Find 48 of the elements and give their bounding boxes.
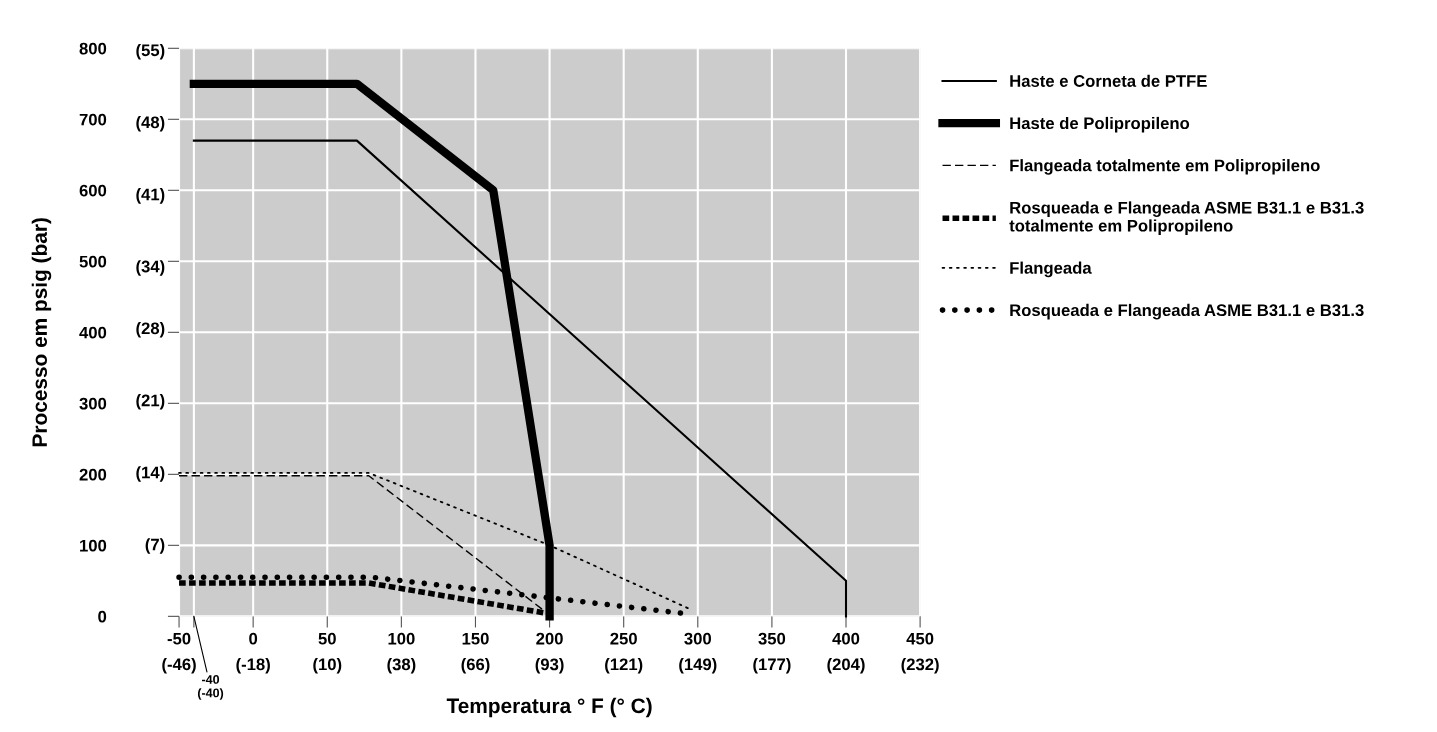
y2-tick-label: (7) — [145, 538, 165, 554]
y2-tick-label: (28) — [136, 321, 165, 338]
x2-tick-label: (10) — [313, 658, 342, 674]
legend-label: Flangeada — [1010, 261, 1092, 278]
y2-tick-label: (48) — [136, 116, 165, 132]
x2-tick-label: (232) — [901, 658, 939, 674]
legend-label: Haste e Corneta de PTFE — [1010, 74, 1207, 87]
legend-label: Rosqueada e Flangeada ASME B31.1 e B31.3 totalmente em Polipropileno — [1009, 201, 1364, 235]
y2-tick-label: (34) — [136, 260, 165, 276]
text: -40 (-40) — [197, 675, 224, 700]
x-tick-label: -50 — [167, 632, 191, 645]
x2-tick-label: (121) — [605, 658, 643, 674]
y-tick-label: 600 — [79, 184, 107, 197]
x2-tick-label: (38) — [387, 658, 416, 674]
x-tick-label: 300 — [684, 632, 712, 645]
x-tick-label: 150 — [462, 632, 489, 645]
x2-tick-label: (-18) — [236, 658, 270, 674]
y-tick-label: 800 — [79, 42, 107, 55]
y2-tick-label: (21) — [136, 394, 165, 410]
y-tick-label: 700 — [79, 113, 107, 126]
y-tick-label: 100 — [80, 539, 107, 552]
x-tick-label: 100 — [388, 632, 415, 645]
x2-tick-label: (149) — [679, 658, 717, 674]
y2-tick-label: (55) — [136, 43, 165, 60]
y-tick-label: 0 — [98, 610, 107, 623]
y-tick-label: 200 — [79, 468, 107, 481]
x-axis-title: Temperatura ° F (° C) — [446, 697, 652, 718]
x-tick-label: 450 — [906, 632, 934, 645]
y2-tick-label: (14) — [136, 466, 165, 482]
x2-tick-label: (204) — [827, 658, 865, 674]
x2-tick-label: (93) — [535, 658, 564, 674]
x2-tick-label: (177) — [753, 658, 791, 674]
legend-label: Haste de Polipropileno — [1010, 116, 1190, 133]
y-axis-title: Processo em psig (bar) — [31, 218, 52, 447]
x-tick-label: 0 — [249, 632, 258, 645]
y2-tick-label: (41) — [136, 188, 165, 204]
x-tick-label: 400 — [832, 632, 860, 645]
x2-tick-label: (66) — [461, 658, 490, 674]
y-tick-label: 300 — [79, 397, 107, 410]
x2-tick-label: (-46) — [162, 658, 196, 674]
legend-label: Rosqueada e Flangeada ASME B31.1 e B31.3 — [1010, 303, 1364, 320]
y-tick-label: 400 — [79, 326, 107, 339]
x-tick-label: 250 — [610, 632, 637, 645]
y-tick-label: 500 — [79, 255, 107, 268]
x-tick-label: 350 — [758, 632, 786, 645]
x-tick-label: 200 — [536, 632, 563, 645]
legend-label: Flangeada totalmente em Polipropileno — [1010, 159, 1320, 175]
x-tick-label: 50 — [318, 632, 336, 645]
